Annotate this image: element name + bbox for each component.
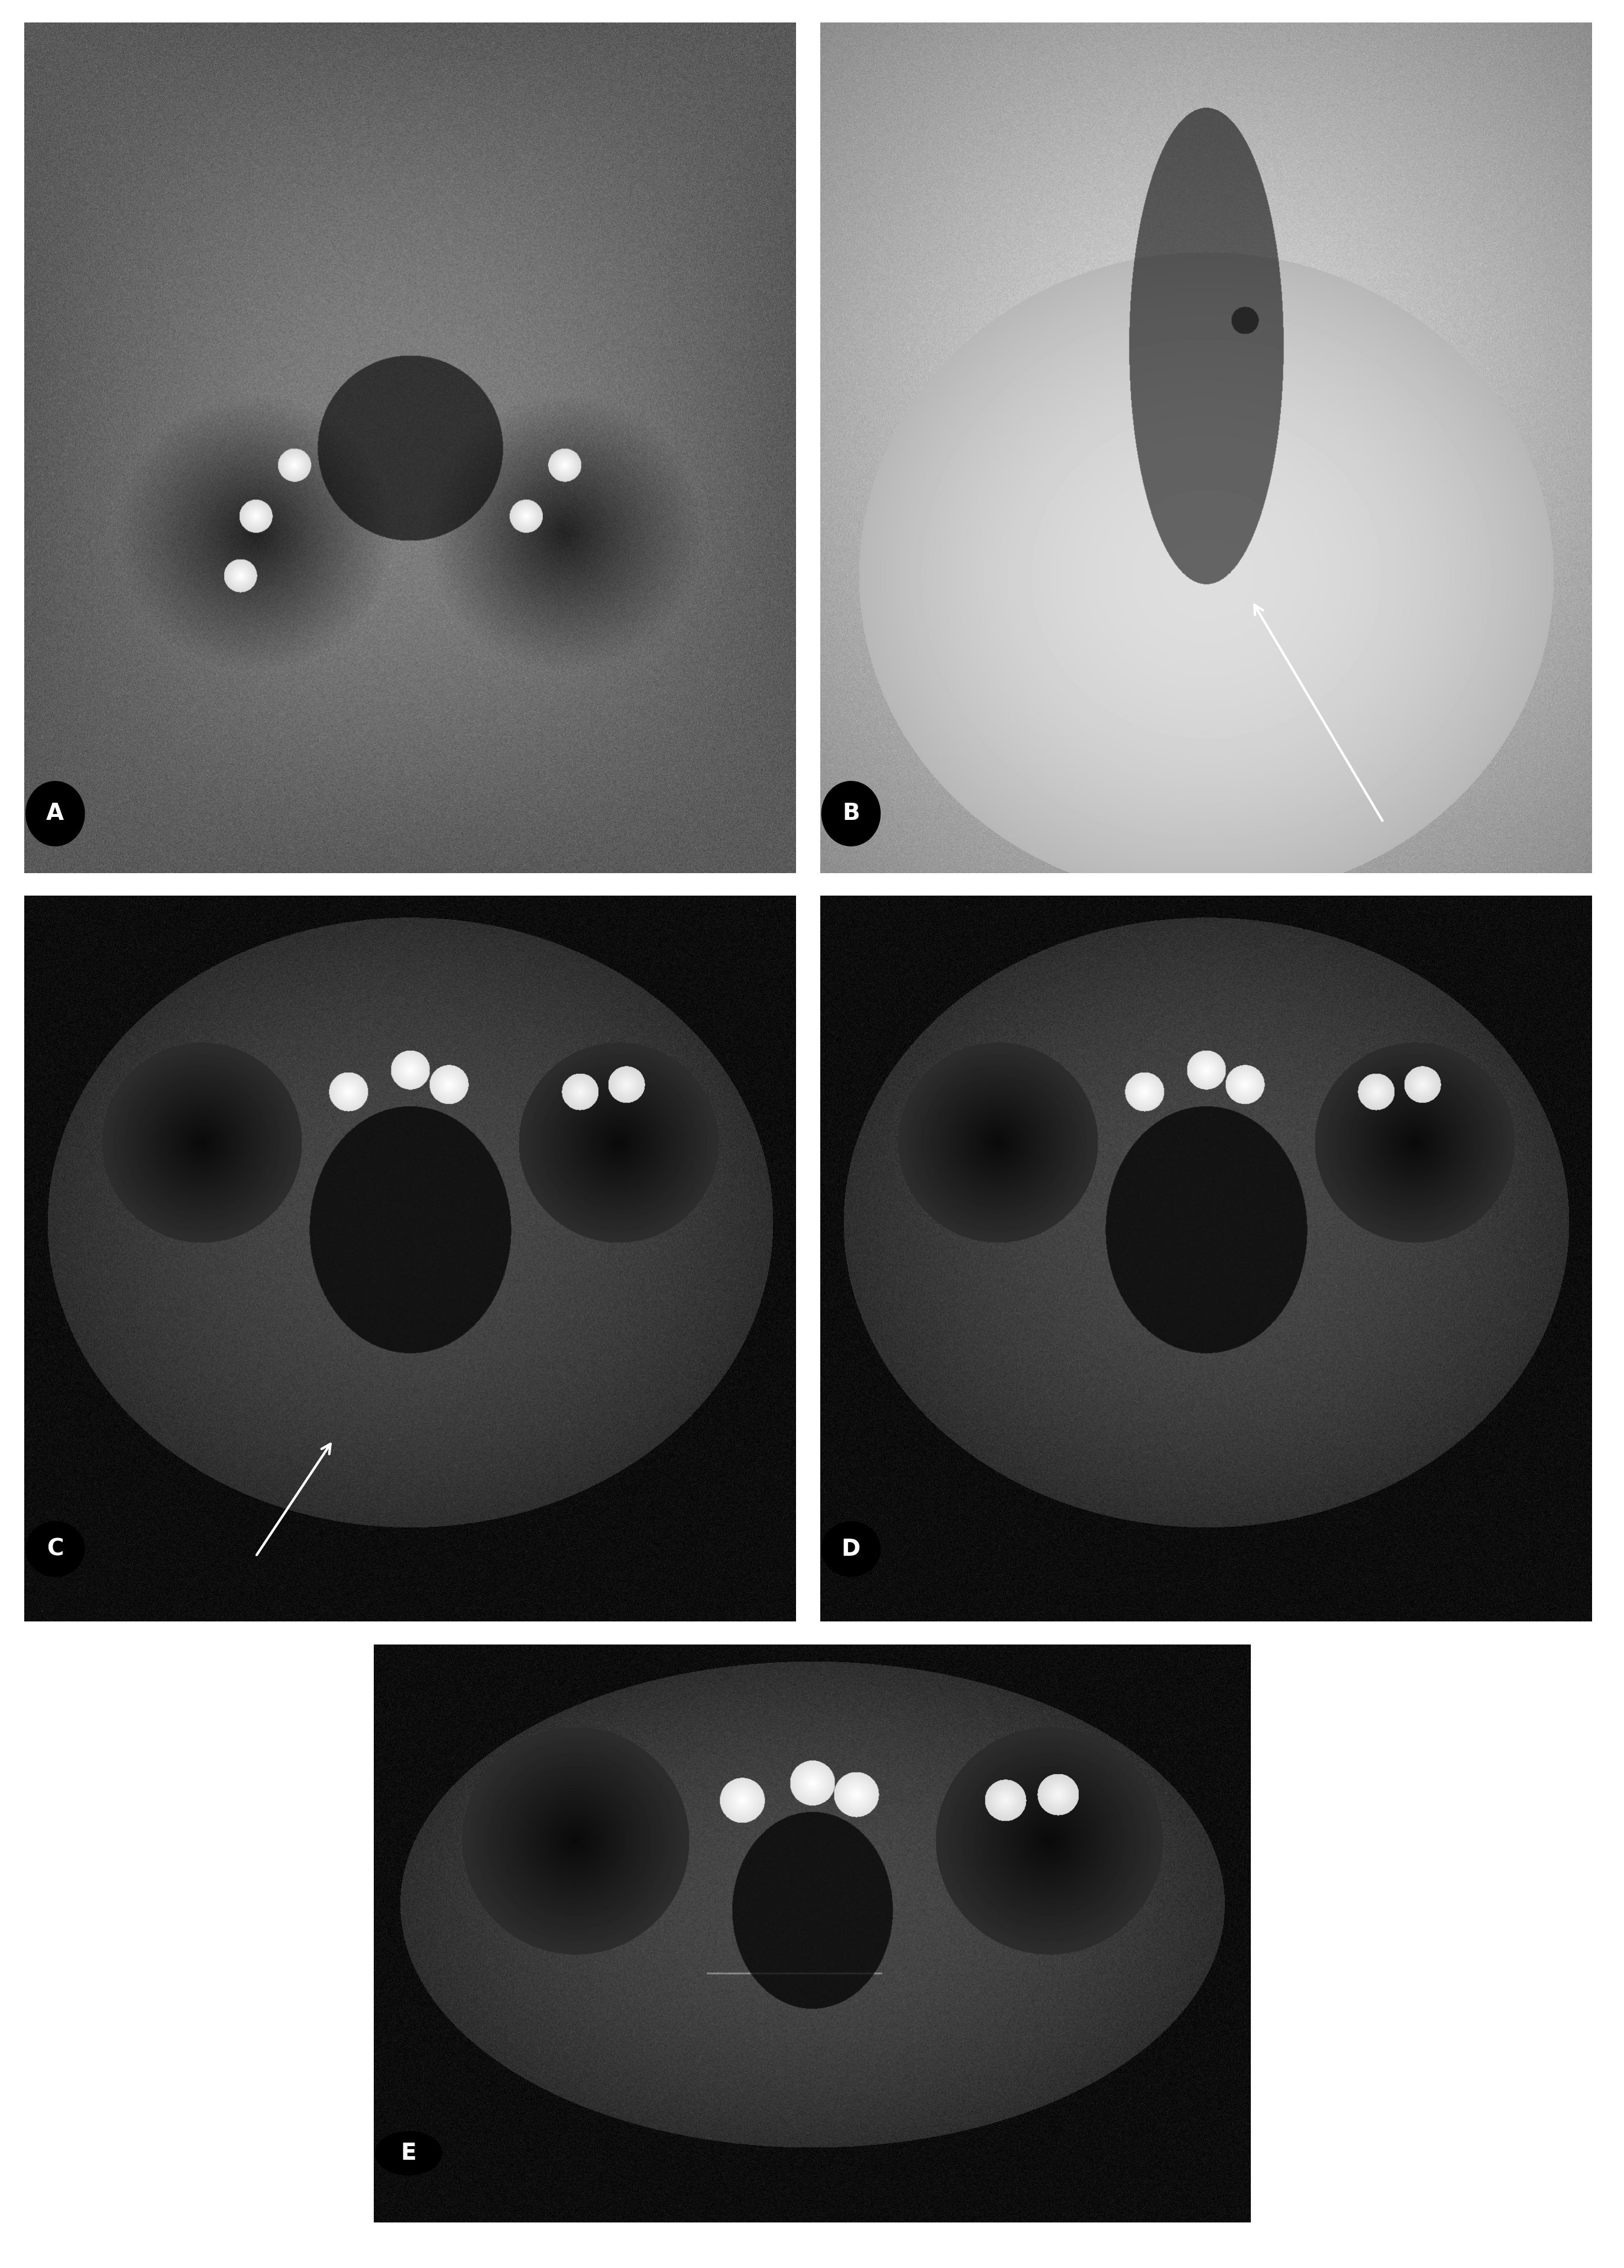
Text: D: D	[841, 1538, 861, 1560]
Text: A: A	[47, 803, 63, 826]
Text: E: E	[401, 2141, 416, 2164]
Circle shape	[822, 1522, 880, 1576]
Circle shape	[375, 2132, 442, 2175]
Text: B: B	[843, 803, 859, 826]
Circle shape	[26, 1522, 84, 1576]
Text: C: C	[47, 1538, 63, 1560]
Circle shape	[822, 780, 880, 846]
Circle shape	[26, 780, 84, 846]
